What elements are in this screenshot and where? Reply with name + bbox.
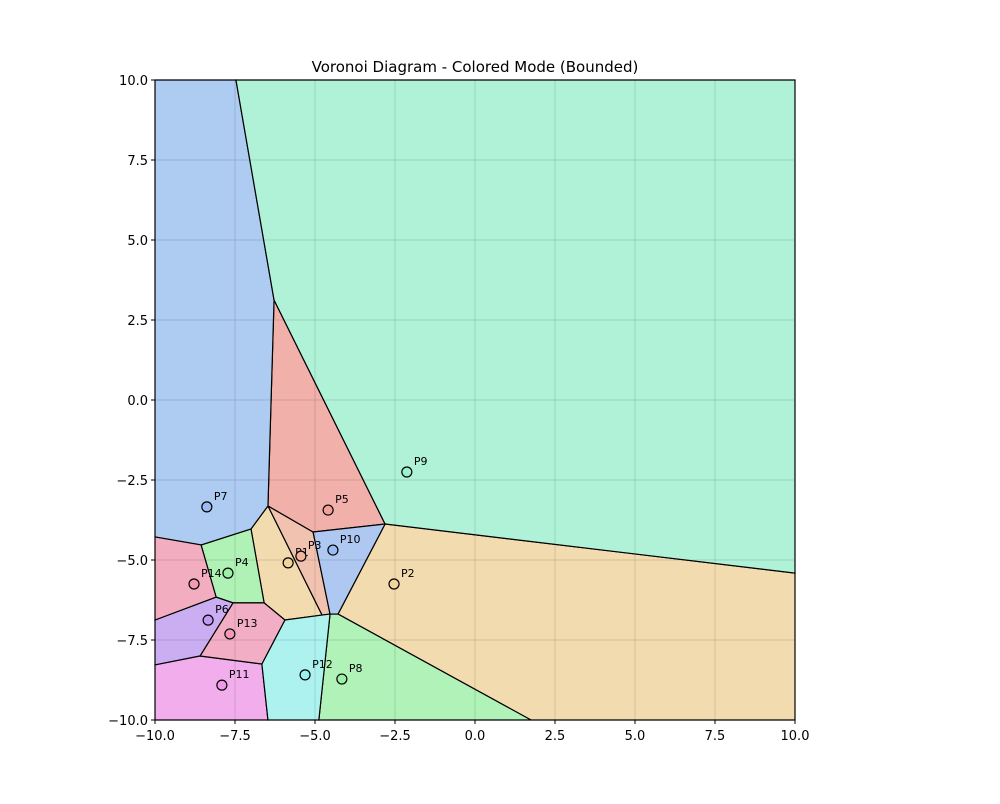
point [295, 550, 307, 562]
point-label: P10 [340, 533, 361, 546]
y-tick-label: −10.0 [108, 714, 148, 729]
point-label: P2 [401, 567, 415, 580]
point-label: P11 [229, 668, 250, 681]
chart-title: Voronoi Diagram - Colored Mode (Bounded) [312, 58, 639, 76]
point [336, 673, 348, 685]
point [224, 628, 236, 640]
x-tick-label: 10.0 [781, 729, 810, 744]
x-tick-label: −5.0 [299, 729, 331, 744]
y-tick-label: 0.0 [127, 394, 148, 409]
point [222, 567, 234, 579]
point [282, 557, 294, 569]
x-tick-label: 2.5 [545, 729, 566, 744]
voronoi-cell [199, 602, 286, 665]
point-label: P14 [201, 567, 222, 580]
point [388, 578, 400, 590]
point-label: P9 [414, 455, 428, 468]
y-tick-label: 7.5 [127, 154, 148, 169]
point [322, 504, 334, 516]
point [216, 679, 228, 691]
y-tick-label: 2.5 [127, 314, 148, 329]
x-tick-label: 5.0 [625, 729, 646, 744]
voronoi-cell [154, 655, 269, 721]
point [299, 669, 311, 681]
x-tick-label: −7.5 [219, 729, 251, 744]
point-label: P7 [214, 490, 228, 503]
point-label: P12 [312, 658, 333, 671]
y-tick-label: −2.5 [116, 474, 148, 489]
point-label: P5 [335, 493, 349, 506]
point [327, 544, 339, 556]
point-label: P4 [235, 556, 249, 569]
point-label: P6 [215, 603, 229, 616]
point [401, 466, 413, 478]
x-tick-label: 7.5 [705, 729, 726, 744]
x-tick-label: 0.0 [465, 729, 486, 744]
x-tick-label: −2.5 [379, 729, 411, 744]
point-label: P3 [308, 539, 322, 552]
y-tick-label: 10.0 [119, 74, 148, 89]
y-tick-label: −7.5 [116, 634, 148, 649]
point-label: P13 [237, 617, 258, 630]
y-tick-label: 5.0 [127, 234, 148, 249]
point [201, 501, 213, 513]
point [188, 578, 200, 590]
y-tick-label: −5.0 [116, 554, 148, 569]
x-tick-label: −10.0 [135, 729, 175, 744]
point [202, 614, 214, 626]
point-label: P8 [349, 662, 363, 675]
